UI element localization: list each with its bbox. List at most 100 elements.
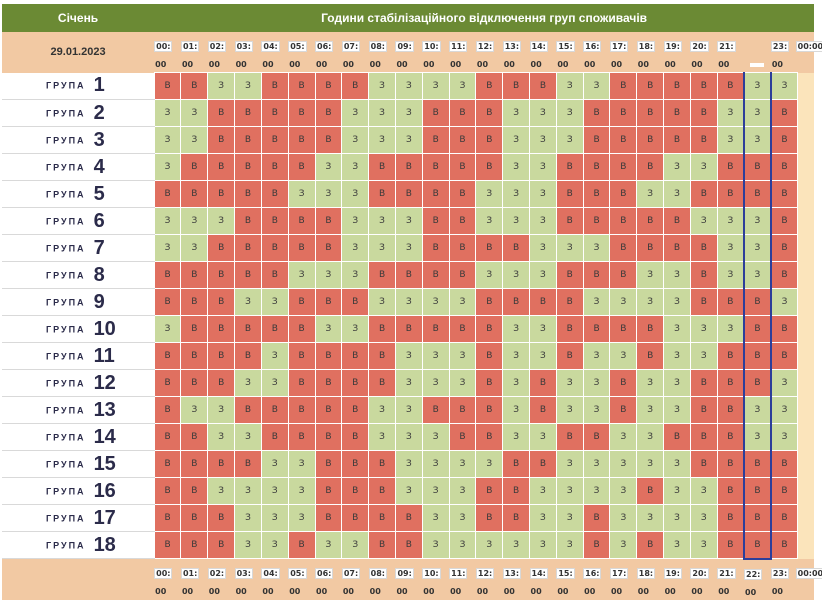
hour-tick-minutes: 00 (369, 60, 381, 69)
status-cell-off: В (609, 369, 638, 397)
status-cell-off: В (368, 315, 396, 343)
status-cell-on: З (555, 450, 584, 478)
status-cell-off: В (475, 423, 504, 451)
status-cell-off: В (582, 180, 611, 208)
hour-tick-label: 05: (288, 568, 307, 579)
status-cell-off: В (234, 396, 262, 424)
hour-tick-minutes: 00 (610, 587, 623, 596)
group-number: 5 (93, 182, 105, 205)
hour-tick-label: 09: (395, 568, 414, 579)
status-cell-off: В (394, 180, 423, 208)
top-hour-13: 13: 00 (502, 32, 530, 73)
status-cell-on: З (555, 72, 584, 100)
status-cell-off: В (475, 315, 504, 343)
status-cell-off: В (448, 396, 477, 424)
group-word: ГРУПА (46, 486, 86, 496)
status-cell-on: З (609, 531, 638, 559)
status-cell-off: В (180, 423, 209, 451)
status-cell-on: З (555, 234, 584, 262)
status-cell-off: В (663, 126, 691, 154)
status-cell-off: В (314, 126, 343, 154)
hour-tick-minutes: 00 (289, 60, 301, 69)
status-cell-off: В (555, 342, 584, 370)
status-cell-off: В (260, 261, 289, 289)
group-number: 2 (93, 101, 105, 124)
status-cell-off: В (689, 450, 718, 478)
status-cell-on: З (207, 207, 236, 235)
group-label: ГРУПА 11 (2, 342, 155, 370)
group-number: 17 (93, 506, 116, 529)
schedule-title: Години стабілізаційного відключення груп… (154, 4, 814, 32)
status-cell-on: З (636, 423, 665, 451)
top-hour-20: 20: 00 (690, 32, 718, 73)
status-cell-on: З (448, 288, 477, 316)
status-cell-on: З (663, 504, 691, 532)
group-row: ГРУПА 12 В В В З З В В В В З З З В З В З З В З З В В В З (2, 369, 814, 397)
status-cell-on: З (582, 288, 611, 316)
status-cell-off: В (153, 531, 182, 559)
status-cell-on: З (421, 504, 450, 532)
hour-tick-label: 23: (770, 41, 790, 52)
bottom-hour-13: 13: 00 (502, 558, 530, 600)
status-cell-on: З (663, 450, 691, 478)
status-cell-on: З (394, 234, 423, 262)
group-label: ГРУПА 7 (2, 234, 155, 262)
status-cell-off: В (743, 531, 772, 560)
status-cell-on: З (394, 423, 423, 451)
hour-tick-minutes: 00 (423, 60, 435, 69)
status-cell-on: З (180, 126, 209, 154)
status-cell-off: В (368, 450, 396, 478)
hour-tick-label: 07: (341, 41, 361, 52)
row-end-spacer (797, 288, 814, 316)
title-row: Січень Години стабілізаційного відключен… (2, 4, 814, 32)
hour-tick-label: 16: (583, 568, 602, 579)
status-cell-off: В (260, 153, 289, 181)
status-cell-on: З (663, 261, 691, 289)
status-cell-off: В (180, 342, 209, 370)
status-cell-off: В (770, 342, 799, 370)
status-cell-off: В (475, 477, 504, 505)
group-number: 4 (93, 155, 105, 178)
group-row: ГРУПА 11 В В В В З В В В В З З З В З З В З З В З З В В В (2, 342, 814, 370)
schedule-table: Січень Години стабілізаційного відключен… (2, 4, 822, 600)
top-hour-7: 07: 00 (341, 32, 369, 73)
hour-tick-minutes: 00 (637, 60, 649, 69)
status-cell-off: В (234, 261, 262, 289)
status-cell-on: З (609, 288, 638, 316)
status-cell-off: В (394, 153, 423, 181)
row-end-spacer (797, 207, 814, 235)
top-hour-end: 00:00 (795, 32, 822, 73)
hour-tick-label: 11: (449, 568, 468, 579)
bottom-hour-20: 20: 00 (690, 558, 718, 600)
status-cell-off: В (770, 477, 799, 505)
status-cell-on: З (663, 531, 691, 559)
hour-tick-minutes: 00 (610, 60, 623, 69)
status-cell-off: В (609, 72, 638, 100)
group-word: ГРУПА (46, 108, 86, 118)
status-cell-off: В (180, 477, 209, 505)
row-end-spacer (797, 234, 814, 262)
status-cell-off: В (287, 72, 316, 100)
end-tick-label: 00:00 (795, 41, 822, 52)
status-cell-on: З (448, 450, 477, 478)
hour-tick-minutes: 00 (316, 60, 328, 69)
status-cell-on: З (475, 531, 504, 559)
bottom-hour-0: 00: 00 (154, 558, 181, 600)
status-cell-off: В (260, 180, 289, 208)
status-cell-on: З (368, 126, 396, 154)
status-cell-off: В (475, 288, 504, 316)
status-cell-on: З (529, 342, 557, 370)
hour-tick-label: 20: (690, 568, 709, 579)
row-end-spacer (797, 315, 814, 343)
group-word: ГРУПА (46, 513, 86, 523)
status-cell-off: В (314, 342, 343, 370)
bottom-hour-22: 22: 00 (744, 558, 771, 600)
hour-tick-minutes: 00 (181, 587, 194, 596)
hour-tick-label: 12: (475, 41, 495, 52)
status-cell-off: В (475, 72, 504, 100)
status-cell-off: В (180, 450, 209, 478)
group-number: 15 (93, 452, 116, 475)
status-cell-on: З (689, 153, 718, 181)
top-hour-21: 21: 00 (717, 32, 744, 73)
row-end-spacer (797, 99, 814, 127)
